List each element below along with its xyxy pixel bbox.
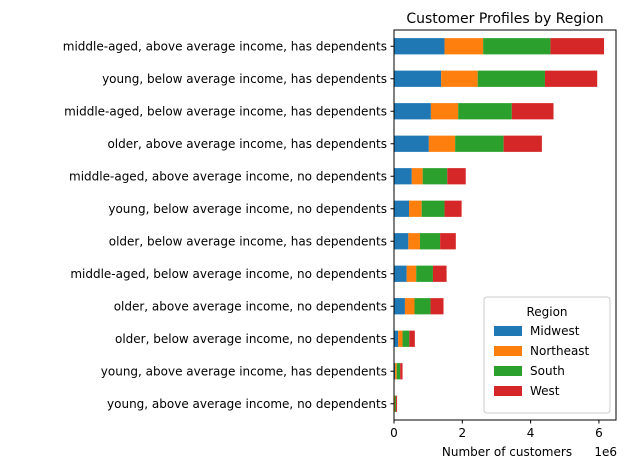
- bar-segment-midwest: [394, 38, 445, 54]
- bar-segment-northeast: [409, 201, 422, 217]
- bar-segment-midwest: [394, 168, 412, 184]
- bar-segment-northeast: [405, 298, 415, 314]
- bar-segment-northeast: [395, 363, 397, 379]
- bar-segment-south: [478, 71, 545, 87]
- bar-segment-west: [550, 38, 604, 54]
- x-tick-label: 2: [458, 426, 466, 440]
- legend-label-west: West: [530, 384, 560, 398]
- legend-swatch-west: [494, 386, 522, 396]
- y-tick-label: middle-aged, above average income, has d…: [63, 39, 387, 53]
- bar-segment-south: [397, 363, 400, 379]
- bar-segment-south: [395, 396, 396, 412]
- bar-segment-south: [414, 298, 430, 314]
- bar-segment-west: [545, 71, 597, 87]
- bar-segment-midwest: [394, 298, 405, 314]
- chart-title: Customer Profiles by Region: [406, 11, 603, 27]
- y-tick-label: young, above average income, has depende…: [101, 364, 387, 378]
- bar-segment-west: [433, 266, 447, 282]
- y-tick-label: older, below average income, no dependen…: [115, 332, 387, 346]
- y-tick-label: young, above average income, no dependen…: [107, 397, 387, 411]
- bar-segment-west: [409, 331, 414, 347]
- x-tick-label: 4: [527, 426, 535, 440]
- bar-segment-northeast: [407, 266, 417, 282]
- y-tick-label: middle-aged, below average income, has d…: [64, 104, 387, 118]
- legend-title: Region: [526, 305, 567, 319]
- bar-segment-midwest: [394, 136, 429, 152]
- bar-segment-west: [400, 363, 402, 379]
- bar-segment-northeast: [398, 331, 402, 347]
- x-tick-label: 6: [595, 426, 603, 440]
- bar-segment-south: [483, 38, 550, 54]
- y-tick-label: older, below average income, has depende…: [109, 234, 387, 248]
- legend-swatch-northeast: [494, 346, 522, 356]
- bar-segment-northeast: [441, 71, 478, 87]
- legend-label-south: South: [530, 364, 565, 378]
- bar-segment-west: [431, 298, 444, 314]
- bar-segment-west: [512, 103, 554, 119]
- bar-segment-northeast: [431, 103, 458, 119]
- bar-segment-south: [422, 201, 445, 217]
- y-tick-label: older, above average income, no dependen…: [114, 299, 387, 313]
- legend-label-midwest: Midwest: [530, 324, 580, 338]
- legend-swatch-south: [494, 366, 522, 376]
- bar-segment-northeast: [429, 136, 455, 152]
- legend-label-northeast: Northeast: [530, 344, 590, 358]
- bar-segment-west: [396, 396, 397, 412]
- bar-segment-south: [423, 168, 448, 184]
- y-tick-label: older, above average income, has depende…: [107, 137, 387, 151]
- bar-segment-northeast: [408, 233, 420, 249]
- bar-segment-south: [455, 136, 503, 152]
- legend-swatch-midwest: [494, 326, 522, 336]
- bar-segment-south: [420, 233, 440, 249]
- bar-segment-northeast: [445, 38, 484, 54]
- bar-segment-south: [458, 103, 512, 119]
- bar-segment-west: [447, 168, 465, 184]
- y-tick-label: middle-aged, above average income, no de…: [69, 169, 387, 183]
- bar-segment-midwest: [394, 233, 408, 249]
- bar-segment-west: [445, 201, 462, 217]
- y-tick-labels: middle-aged, above average income, has d…: [63, 39, 394, 411]
- x-axis: 0 2 4 6: [390, 420, 603, 440]
- bar-segment-midwest: [394, 331, 398, 347]
- bar-segment-west: [440, 233, 456, 249]
- y-tick-label: middle-aged, below average income, no de…: [70, 267, 387, 281]
- y-tick-label: young, below average income, no dependen…: [108, 202, 387, 216]
- bar-segment-south: [403, 331, 410, 347]
- legend: Region Midwest Northeast South West: [484, 297, 610, 413]
- bar-segment-midwest: [394, 201, 409, 217]
- x-tick-label: 0: [390, 426, 398, 440]
- bar-segment-midwest: [394, 266, 407, 282]
- bar-segment-midwest: [394, 103, 431, 119]
- x-axis-offset-text: 1e6: [594, 445, 617, 459]
- bar-segment-midwest: [394, 71, 441, 87]
- bar-segment-south: [416, 266, 433, 282]
- bar-segment-west: [504, 136, 542, 152]
- x-axis-label: Number of customers: [442, 445, 572, 459]
- y-tick-label: young, below average income, has depende…: [102, 72, 387, 86]
- bar-segment-northeast: [412, 168, 423, 184]
